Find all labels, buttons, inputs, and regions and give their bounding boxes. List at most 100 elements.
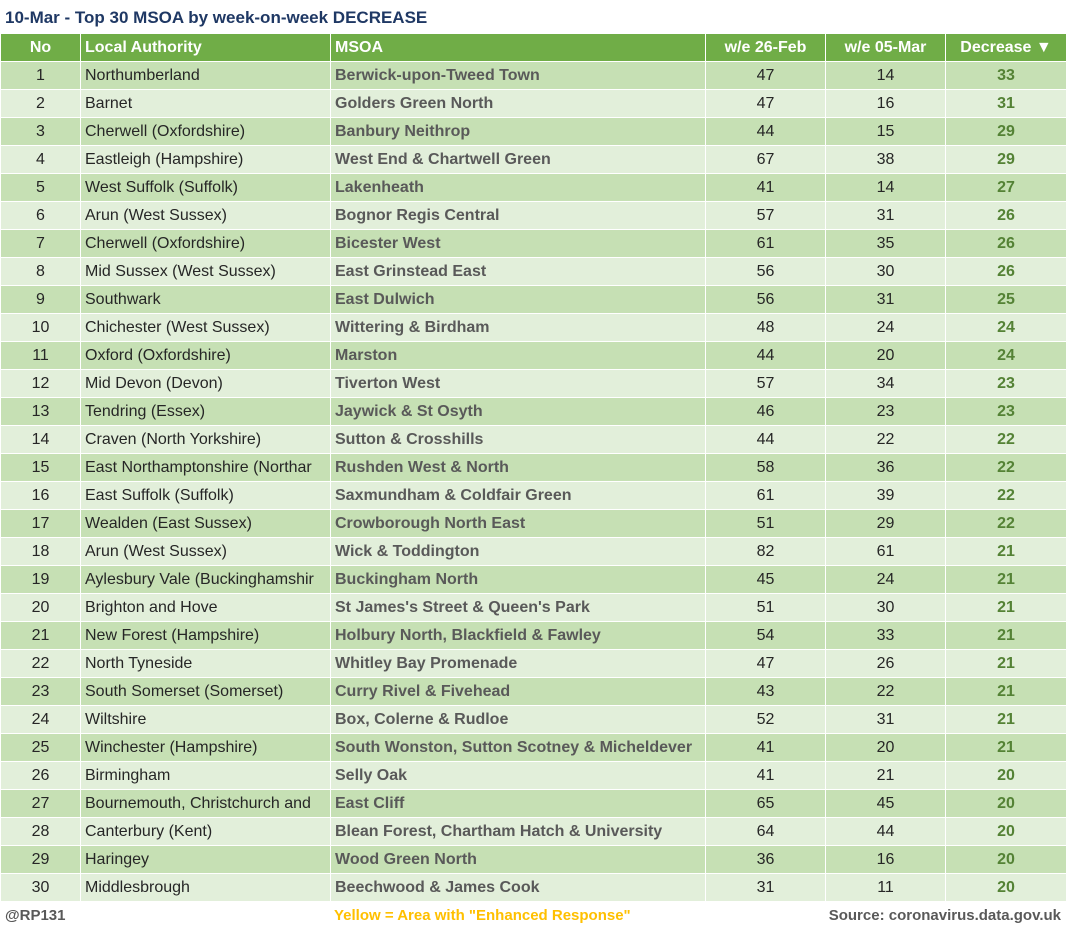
cell: Curry Rivel & Fivehead: [330, 677, 706, 706]
cell: 44: [825, 817, 946, 846]
cell: 22: [945, 509, 1066, 538]
cell: Bournemouth, Christchurch and: [80, 789, 331, 818]
cell: Wealden (East Sussex): [80, 509, 331, 538]
row: 20 Brighton and Hove St James's Street & Q…: [0, 593, 1066, 622]
cell: Wick & Toddington: [330, 537, 706, 566]
cell: 41: [705, 761, 826, 790]
cell: 3: [0, 117, 81, 146]
cell: 14: [0, 425, 81, 454]
cell: Sutton & Crosshills: [330, 425, 706, 454]
cell: New Forest (Hampshire): [80, 621, 331, 650]
cell: 29: [825, 509, 946, 538]
cell: Southwark: [80, 285, 331, 314]
cell: 82: [705, 537, 826, 566]
cell: Birmingham: [80, 761, 331, 790]
cell: 10: [0, 313, 81, 342]
cell: 58: [705, 453, 826, 482]
cell: 24: [0, 705, 81, 734]
cell: 25: [945, 285, 1066, 314]
cell: 26: [0, 761, 81, 790]
row: 14 Craven (North Yorkshire) Sutton & Cross…: [0, 425, 1066, 454]
cell: 64: [705, 817, 826, 846]
cell: 29: [0, 845, 81, 874]
cell: Arun (West Sussex): [80, 201, 331, 230]
cell: 36: [825, 453, 946, 482]
cell: Winchester (Hampshire): [80, 733, 331, 762]
cell: 24: [825, 565, 946, 594]
cell: 20: [0, 593, 81, 622]
column-header: Decrease ▼: [945, 33, 1066, 62]
cell: Bicester West: [330, 229, 706, 258]
cell: Mid Devon (Devon): [80, 369, 331, 398]
row: 29 Haringey Wood Green North 36 16 20: [0, 845, 1066, 874]
cell: 21: [945, 593, 1066, 622]
note: Yellow = Area with "Enhanced Response": [334, 907, 631, 924]
cell: 21: [825, 761, 946, 790]
cell: 12: [0, 369, 81, 398]
cell: Bognor Regis Central: [330, 201, 706, 230]
row: 12 Mid Devon (Devon) Tiverton West 57 34 23: [0, 369, 1066, 398]
cell: 46: [705, 397, 826, 426]
cell: Whitley Bay Promenade: [330, 649, 706, 678]
cell: 20: [825, 733, 946, 762]
cell: 61: [705, 481, 826, 510]
cell: 20: [945, 817, 1066, 846]
cell: Wood Green North: [330, 845, 706, 874]
cell: Barnet: [80, 89, 331, 118]
row: 7 Cherwell (Oxfordshire) Bicester West 61 35…: [0, 229, 1066, 258]
row: 18 Arun (West Sussex) Wick & Toddington 82 6…: [0, 537, 1066, 566]
cell: 24: [945, 341, 1066, 370]
cell: 61: [705, 229, 826, 258]
cell: East Grinstead East: [330, 257, 706, 286]
cell: Arun (West Sussex): [80, 537, 331, 566]
row: 15 East Northamptonshire (Northar Rushden …: [0, 453, 1066, 482]
cell: 21: [945, 677, 1066, 706]
cell: 36: [705, 845, 826, 874]
column-header: Local Authority: [80, 33, 331, 62]
cell: 26: [825, 649, 946, 678]
row: 24 Wiltshire Box, Colerne & Rudloe 52 31 21: [0, 705, 1066, 734]
cell: Craven (North Yorkshire): [80, 425, 331, 454]
cell: 22: [945, 425, 1066, 454]
cell: Cherwell (Oxfordshire): [80, 229, 331, 258]
column-header: w/e 05-Mar: [825, 33, 946, 62]
cell: 27: [0, 789, 81, 818]
cell: 31: [825, 201, 946, 230]
cell: 38: [825, 145, 946, 174]
cell: 18: [0, 537, 81, 566]
cell: Cherwell (Oxfordshire): [80, 117, 331, 146]
cell: 28: [0, 817, 81, 846]
cell: 24: [825, 313, 946, 342]
cell: Jaywick & St Osyth: [330, 397, 706, 426]
cell: 22: [945, 453, 1066, 482]
cell: Banbury Neithrop: [330, 117, 706, 146]
row: 27 Bournemouth, Christchurch and East Clif…: [0, 789, 1066, 818]
cell: Wiltshire: [80, 705, 331, 734]
cell: Wittering & Birdham: [330, 313, 706, 342]
cell: Golders Green North: [330, 89, 706, 118]
cell: 13: [0, 397, 81, 426]
cell: Northumberland: [80, 61, 331, 90]
cell: 33: [825, 621, 946, 650]
cell: 29: [945, 117, 1066, 146]
cell: Beechwood & James Cook: [330, 873, 706, 902]
cell: Chichester (West Sussex): [80, 313, 331, 342]
cell: East Northamptonshire (Northar: [80, 453, 331, 482]
cell: 45: [705, 565, 826, 594]
row: 26 Birmingham Selly Oak 41 21 20: [0, 761, 1066, 790]
cell: 14: [825, 61, 946, 90]
cell: 21: [945, 649, 1066, 678]
cell: Aylesbury Vale (Buckinghamshir: [80, 565, 331, 594]
row: 1 Northumberland Berwick-upon-Tweed Town 47…: [0, 61, 1066, 90]
cell: 41: [705, 733, 826, 762]
cell: Rushden West & North: [330, 453, 706, 482]
cell: 47: [705, 61, 826, 90]
cell: East Dulwich: [330, 285, 706, 314]
cell: 34: [825, 369, 946, 398]
cell: 31: [705, 873, 826, 902]
column-header: MSOA: [330, 33, 706, 62]
cell: Saxmundham & Coldfair Green: [330, 481, 706, 510]
cell: 43: [705, 677, 826, 706]
cell: 61: [825, 537, 946, 566]
row: 9 Southwark East Dulwich 56 31 25: [0, 285, 1066, 314]
